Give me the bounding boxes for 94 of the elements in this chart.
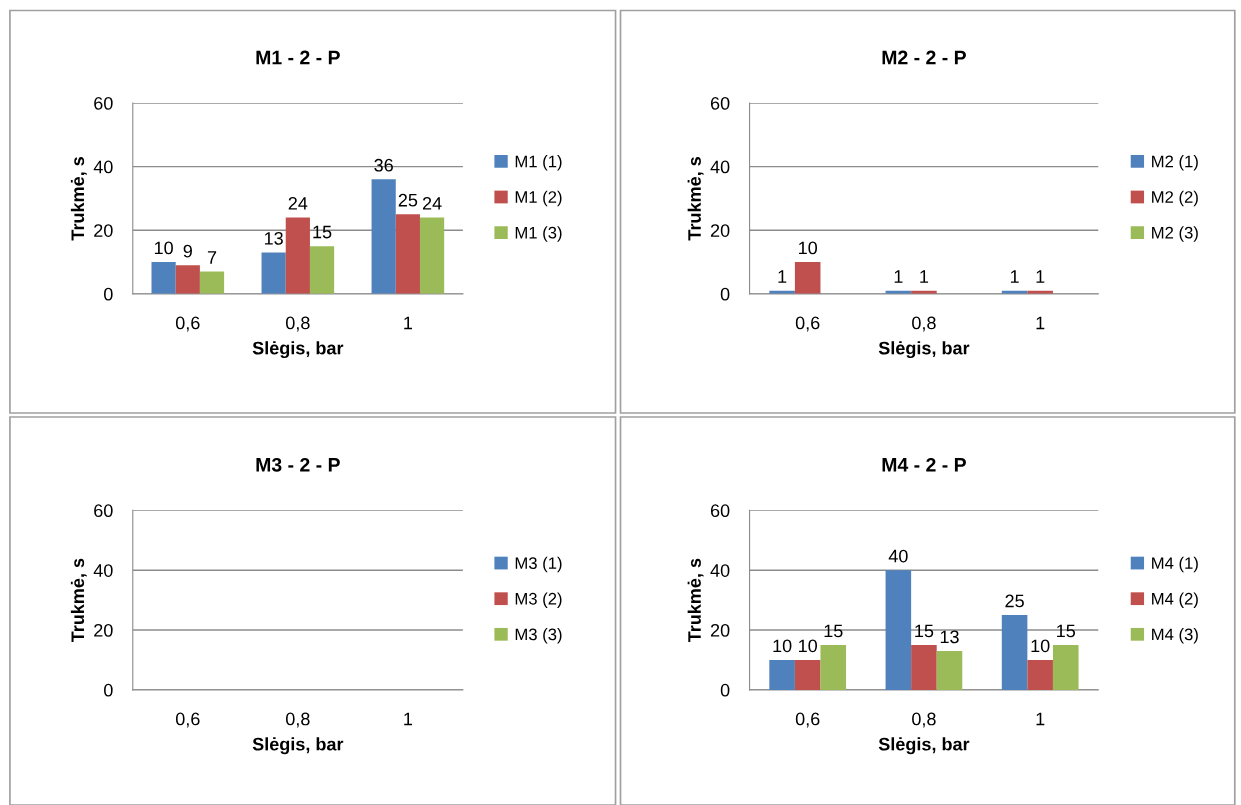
y-tick-label: 20: [710, 224, 730, 237]
bar: [151, 262, 176, 294]
data-label: 1: [1010, 270, 1019, 283]
y-tick-label: 40: [93, 160, 113, 174]
y-tick-label: 40: [93, 564, 113, 577]
bar: [285, 217, 310, 294]
x-tick-label: 1: [404, 712, 413, 726]
bar: [199, 271, 225, 294]
data-label: 15: [915, 624, 934, 638]
data-label: 1: [778, 270, 787, 283]
x-tick-label: 1: [1036, 712, 1045, 726]
x-tick-label: 0,8: [286, 316, 310, 332]
data-label: 7: [207, 251, 217, 264]
y-axis-title: Trukmė, s: [687, 157, 704, 241]
legend-label: M1 (2): [515, 190, 562, 207]
x-tick-label: 0,6: [175, 712, 200, 728]
bar: [419, 217, 445, 294]
y-tick-label: 40: [710, 160, 730, 174]
data-label: 15: [313, 225, 332, 239]
x-tick-label: 0,8: [286, 712, 310, 728]
y-tick-label: 60: [710, 504, 730, 518]
data-label: 1: [1036, 270, 1045, 283]
y-tick-label: 0: [720, 683, 730, 697]
bar: [395, 214, 420, 294]
legend-label: M3 (2): [515, 592, 562, 608]
x-tick-label: 0,6: [795, 316, 820, 332]
y-tick-label: 60: [710, 96, 730, 110]
data-label: 25: [398, 193, 418, 207]
data-label: 10: [773, 639, 792, 653]
y-tick-label: 60: [94, 504, 113, 518]
y-tick-label: 0: [720, 287, 730, 301]
chart-title: M2 - 2 - P: [882, 50, 966, 65]
legend-label: M4 (2): [1152, 592, 1198, 608]
chart-title: M4 - 2 - P: [882, 457, 966, 472]
data-label: 10: [799, 241, 818, 255]
legend-label: M4 (3): [1152, 628, 1198, 644]
chart-title: M1 - 2 - P: [256, 50, 340, 65]
bar: [261, 252, 286, 294]
x-tick-label: 0,6: [795, 712, 820, 728]
y-axis-title: Trukmė, s: [70, 558, 87, 643]
x-axis-title: Slėgis, bar: [878, 341, 970, 359]
bar: [1027, 659, 1053, 690]
legend-label: M1 (3): [515, 226, 562, 242]
data-label: 13: [264, 231, 283, 245]
bar: [820, 645, 847, 690]
bar: [371, 179, 396, 294]
y-tick-label: 60: [94, 96, 113, 110]
data-label: 24: [422, 196, 442, 210]
bar: [769, 659, 795, 690]
x-tick-label: 1: [1036, 316, 1045, 330]
data-label: 13: [940, 630, 959, 644]
y-axis-title: Trukmė, s: [70, 157, 87, 241]
y-tick-label: 20: [94, 224, 113, 237]
data-label: 40: [888, 549, 908, 563]
data-label: 1: [920, 270, 929, 283]
y-tick-label: 20: [94, 623, 113, 637]
legend-label: M2 (3): [1152, 226, 1198, 242]
bar: [794, 659, 821, 690]
data-label: 10: [799, 639, 818, 653]
data-label: 1: [894, 270, 903, 283]
bar: [911, 645, 937, 690]
bar: [885, 570, 912, 690]
y-axis-title: Trukmė, s: [687, 558, 704, 643]
data-label: 10: [154, 241, 173, 255]
x-axis-title: Slėgis, bar: [878, 737, 970, 755]
x-tick-label: 0,6: [175, 316, 200, 332]
x-axis-title: Slėgis, bar: [252, 737, 344, 755]
data-label: 15: [824, 624, 843, 638]
data-label: 36: [374, 158, 393, 172]
bar: [309, 246, 335, 294]
legend-label: M3 (1): [515, 556, 562, 573]
data-label: 9: [183, 244, 192, 258]
data-label: 25: [1005, 594, 1024, 608]
legend-label: M3 (3): [515, 628, 562, 644]
legend-label: M2 (1): [1152, 155, 1198, 171]
bar: [936, 650, 963, 690]
data-label: 15: [1057, 624, 1076, 638]
bar: [1001, 615, 1028, 690]
y-tick-label: 20: [710, 623, 730, 637]
y-tick-label: 40: [710, 564, 730, 577]
data-label: 10: [1031, 639, 1050, 653]
bar: [1052, 645, 1079, 690]
bar: [175, 265, 200, 294]
legend-label: M4 (1): [1152, 556, 1198, 573]
x-tick-label: 0,8: [912, 316, 936, 332]
data-label: 24: [288, 196, 308, 210]
x-tick-label: 0,8: [912, 712, 936, 728]
chart-title: M3 - 2 - P: [256, 457, 340, 472]
x-axis-title: Slėgis, bar: [252, 341, 344, 359]
legend-label: M2 (2): [1152, 190, 1198, 207]
y-tick-label: 0: [104, 287, 113, 301]
y-tick-label: 0: [104, 683, 113, 697]
x-tick-label: 1: [404, 316, 413, 330]
legend-label: M1 (1): [515, 155, 562, 171]
